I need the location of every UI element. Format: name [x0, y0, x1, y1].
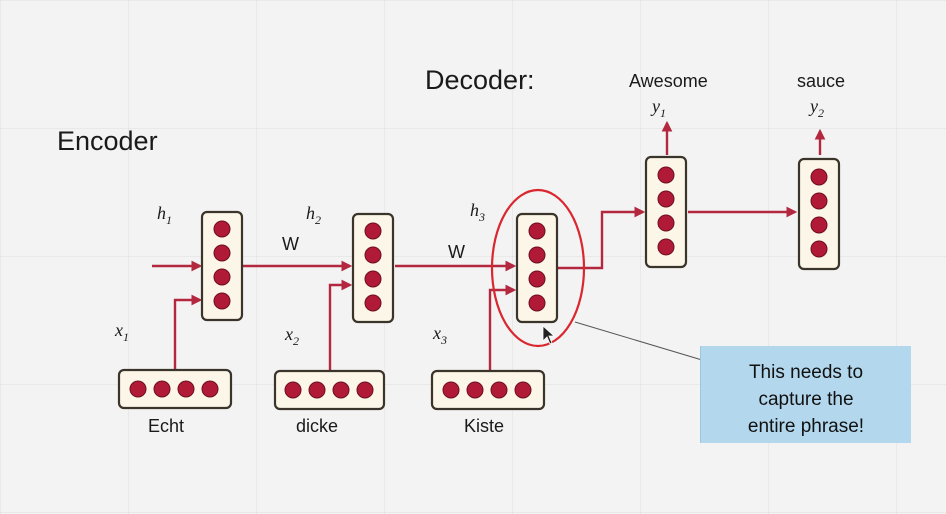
neuron — [810, 216, 828, 234]
callout-pointer-line — [574, 321, 703, 361]
mouse-cursor-icon — [542, 325, 556, 345]
neuron — [528, 222, 546, 240]
hidden-vector-h2 — [351, 212, 395, 324]
weight-label-w2: W — [448, 242, 465, 262]
decoder-vector-1 — [644, 155, 688, 269]
output-word-sauce: sauce — [797, 71, 845, 91]
decoder-title: Decoder: — [425, 65, 535, 95]
word-vector-box — [273, 369, 386, 411]
neuron — [810, 240, 828, 258]
neuron — [213, 220, 231, 238]
neuron — [442, 381, 460, 399]
word-vector-box — [430, 369, 546, 411]
callout-line-3: entire phrase! — [747, 416, 865, 437]
neuron — [332, 381, 350, 399]
neuron — [364, 246, 382, 264]
input-vector-x2 — [273, 369, 386, 411]
neuron — [177, 380, 195, 398]
decoder-vector-box — [644, 155, 688, 269]
neuron — [213, 244, 231, 262]
weight-label-w1: W — [282, 234, 299, 254]
neuron — [364, 294, 382, 312]
x3-label: x3 — [432, 323, 447, 347]
callout-line-2: capture the — [758, 389, 854, 410]
input-word-echt: Echt — [148, 416, 184, 436]
neuron — [528, 246, 546, 264]
encoder-title: Encoder — [57, 126, 158, 156]
neuron — [490, 381, 508, 399]
neuron — [657, 190, 675, 208]
hidden-vector-h1 — [200, 210, 244, 322]
neuron — [657, 238, 675, 256]
y2-label: y2 — [808, 96, 824, 120]
hidden-vector-h3 — [515, 212, 559, 324]
x3-to-h3-arrow — [488, 284, 517, 370]
x1-label: x1 — [114, 320, 129, 344]
neuron — [810, 168, 828, 186]
neuron — [514, 381, 532, 399]
hidden-vector-box — [200, 210, 244, 322]
h1-label: h1 — [157, 203, 172, 227]
hidden-vector-box — [515, 212, 559, 324]
x1-to-h1-arrow — [173, 294, 203, 370]
neuron — [528, 294, 546, 312]
input-vector-x1 — [117, 368, 233, 410]
neuron — [213, 268, 231, 286]
decoder-vector-2 — [797, 157, 841, 271]
callout-line-1: This needs to — [748, 362, 864, 383]
input-word-kiste: Kiste — [464, 416, 504, 436]
neuron — [213, 292, 231, 310]
input-vector-x3 — [430, 369, 546, 411]
y1-label: y1 — [650, 96, 666, 120]
neuron — [528, 270, 546, 288]
input-word-dicke: dicke — [296, 416, 338, 436]
decoder-vector-box — [797, 157, 841, 271]
neuron — [201, 380, 219, 398]
neuron — [364, 222, 382, 240]
neuron — [364, 270, 382, 288]
hidden-vector-box — [351, 212, 395, 324]
neuron — [153, 380, 171, 398]
x2-label: x2 — [284, 324, 299, 348]
highlight-ellipse — [490, 188, 586, 348]
word-vector-box — [117, 368, 233, 410]
connections — [152, 120, 826, 370]
neuron — [657, 214, 675, 232]
h3-label: h3 — [470, 200, 485, 224]
h2-label: h2 — [306, 203, 321, 227]
callout-box: This needs to capture the entire phrase! — [700, 346, 911, 443]
neuron — [810, 192, 828, 210]
neuron — [657, 166, 675, 184]
neuron — [356, 381, 374, 399]
h3-to-decoder-arrow — [558, 206, 646, 270]
x2-to-h2-arrow — [328, 279, 353, 370]
neuron — [466, 381, 484, 399]
neuron — [308, 381, 326, 399]
neuron — [129, 380, 147, 398]
neuron — [284, 381, 302, 399]
output-word-awesome: Awesome — [629, 71, 708, 91]
